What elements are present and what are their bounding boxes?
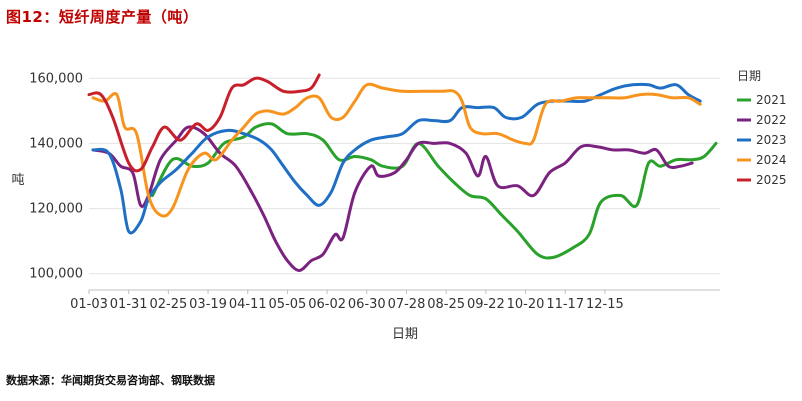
x-tick-label: 03-19 xyxy=(189,297,227,312)
x-tick-label: 12-15 xyxy=(586,297,624,312)
y-tick-labels: 100,000 120,000 140,000 160,000 xyxy=(29,71,83,281)
series-lines xyxy=(87,73,718,272)
source-note: 数据来源：华闻期货交易咨询部、钢联数据 xyxy=(6,374,215,387)
y-tick-label: 120,000 xyxy=(29,202,83,217)
legend-label-2021: 2021 xyxy=(756,93,787,107)
series-line-2025 xyxy=(87,73,321,173)
grid-lines xyxy=(89,77,720,275)
legend-title: 日期 xyxy=(737,69,761,83)
y-tick-label: 160,000 xyxy=(29,71,83,86)
y-axis-title: 吨 xyxy=(11,173,24,188)
legend-label-2022: 2022 xyxy=(756,113,787,127)
chart-title: 图12：短纤周度产量（吨） xyxy=(6,8,199,26)
x-tick-label: 08-25 xyxy=(427,297,465,312)
x-tick-label: 04-11 xyxy=(229,297,267,312)
x-tick-label: 01-03 xyxy=(70,297,108,312)
x-tick-label: 07-28 xyxy=(388,297,426,312)
x-tick-label: 05-05 xyxy=(269,297,307,312)
x-tick-label: 06-30 xyxy=(348,297,386,312)
x-tick-labels: 01-03 01-31 02-25 03-19 04-11 05-05 06-02 06-30… xyxy=(70,297,624,312)
x-tick-label: 11-17 xyxy=(546,297,584,312)
series-line-2023 xyxy=(91,82,702,235)
legend-label-2024: 2024 xyxy=(756,153,787,167)
series-line-2024 xyxy=(91,82,702,218)
series-line-2021 xyxy=(151,122,718,260)
legend-label-2023: 2023 xyxy=(756,133,787,147)
x-tick-label: 02-25 xyxy=(149,297,187,312)
y-tick-label: 100,000 xyxy=(29,267,83,282)
x-tick-label: 09-22 xyxy=(467,297,505,312)
y-tick-label: 140,000 xyxy=(29,136,83,151)
series-line-2022 xyxy=(91,125,694,272)
x-tick-label: 01-31 xyxy=(110,297,148,312)
x-tick-label: 10-20 xyxy=(507,297,545,312)
legend: 日期 2021 2022 2023 2024 2025 xyxy=(737,69,787,187)
axes xyxy=(88,289,720,294)
x-axis-title: 日期 xyxy=(392,327,418,342)
legend-label-2025: 2025 xyxy=(756,173,787,187)
x-tick-label: 06-02 xyxy=(308,297,346,312)
